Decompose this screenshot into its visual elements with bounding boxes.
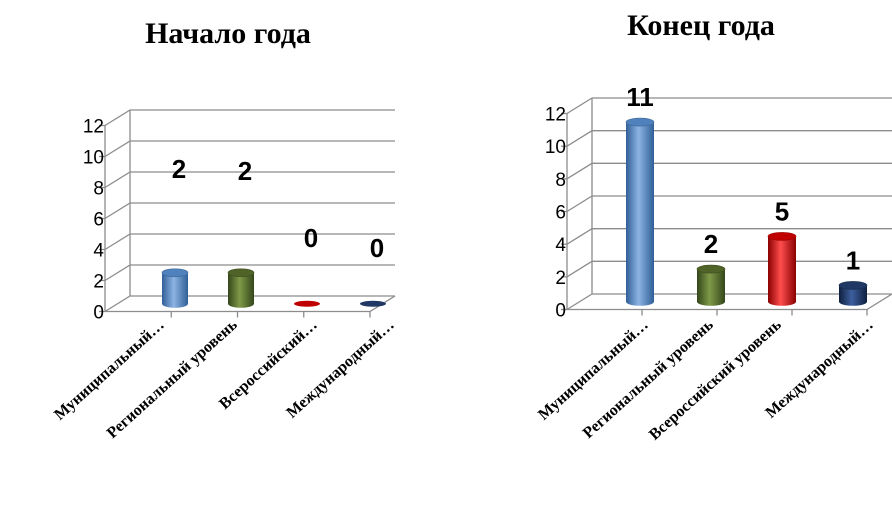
chart-title: Начало года bbox=[145, 17, 311, 50]
y-axis-ticks: 0 2 4 6 8 10 12 bbox=[545, 105, 567, 322]
category-label: Региональный уровень bbox=[580, 316, 717, 442]
data-label: 1 bbox=[846, 245, 860, 275]
bar bbox=[360, 300, 386, 307]
data-label: 2 bbox=[704, 229, 718, 259]
gridline bbox=[566, 260, 892, 278]
bar-body bbox=[228, 272, 254, 308]
gridline bbox=[566, 162, 892, 180]
data-label: 0 bbox=[370, 233, 384, 263]
data-labels: 11 2 5 1 bbox=[626, 82, 860, 275]
gridline bbox=[566, 97, 892, 115]
gridline bbox=[104, 202, 395, 220]
data-label: 0 bbox=[304, 223, 318, 253]
y-tick-label: 10 bbox=[83, 148, 104, 169]
chart-title: Конец года bbox=[627, 9, 775, 42]
y-tick-label: 12 bbox=[545, 105, 566, 126]
bar-top bbox=[294, 300, 320, 307]
bar bbox=[696, 264, 726, 306]
y-tick-label: 12 bbox=[83, 117, 104, 138]
y-tick-label: 4 bbox=[93, 241, 104, 262]
bar bbox=[294, 300, 320, 307]
bar-top bbox=[838, 281, 868, 290]
gridline bbox=[566, 228, 892, 245]
gridline bbox=[566, 130, 892, 147]
y-axis-ticks: 0 2 4 6 8 10 12 bbox=[83, 117, 105, 324]
bar bbox=[625, 117, 655, 306]
category-label: Муниципальный… bbox=[535, 316, 652, 423]
bar bbox=[767, 232, 797, 306]
bar-top bbox=[227, 268, 255, 278]
bar-body bbox=[626, 122, 654, 306]
data-labels: 2 2 0 0 bbox=[172, 154, 384, 263]
bar bbox=[161, 268, 189, 308]
data-label: 2 bbox=[172, 154, 186, 184]
bar-top bbox=[767, 232, 797, 241]
chart-end-of-year: Конец года 0 2 4 6 8 10 12 11 2 5 1 Муниципальный… bbox=[535, 9, 892, 444]
category-labels: Муниципальный…Региональный уровеньВсерос… bbox=[51, 316, 398, 442]
y-tick-label: 2 bbox=[555, 268, 566, 289]
bar-top bbox=[161, 268, 189, 278]
bar-body bbox=[839, 285, 867, 306]
y-tick-label: 8 bbox=[555, 170, 566, 191]
bar-top bbox=[360, 300, 386, 307]
gridline bbox=[104, 140, 395, 158]
y-tick-label: 6 bbox=[555, 203, 566, 224]
data-label: 2 bbox=[238, 156, 252, 186]
data-label: 11 bbox=[626, 82, 654, 112]
bar bbox=[838, 281, 868, 306]
chart-start-of-year: Начало года 0 2 4 6 8 10 12 2 2 0 0 Муниципальный… bbox=[51, 17, 398, 442]
gridline bbox=[566, 195, 892, 213]
bar-body bbox=[697, 269, 725, 306]
category-labels: Муниципальный…Региональный уровеньВсерос… bbox=[535, 316, 877, 444]
bar-body bbox=[768, 236, 796, 306]
gridlines bbox=[561, 97, 892, 316]
bars bbox=[161, 268, 386, 308]
category-label: Региональный уровень bbox=[104, 316, 241, 442]
bar-top bbox=[696, 264, 726, 274]
y-tick-label: 4 bbox=[555, 235, 566, 256]
bar-body bbox=[162, 272, 188, 308]
y-tick-label: 2 bbox=[93, 272, 104, 293]
y-tick-label: 0 bbox=[555, 301, 566, 322]
gridline bbox=[104, 109, 395, 127]
bars bbox=[625, 117, 868, 306]
bar-top bbox=[625, 117, 655, 127]
bar bbox=[227, 268, 255, 308]
y-tick-label: 6 bbox=[93, 210, 104, 231]
gridlines bbox=[99, 109, 396, 318]
y-tick-label: 10 bbox=[545, 137, 566, 158]
y-tick-label: 8 bbox=[93, 179, 104, 200]
gridline bbox=[104, 233, 395, 251]
y-tick-label: 0 bbox=[93, 303, 104, 324]
data-label: 5 bbox=[775, 196, 789, 226]
category-label: Всероссийский уровень bbox=[646, 316, 785, 444]
